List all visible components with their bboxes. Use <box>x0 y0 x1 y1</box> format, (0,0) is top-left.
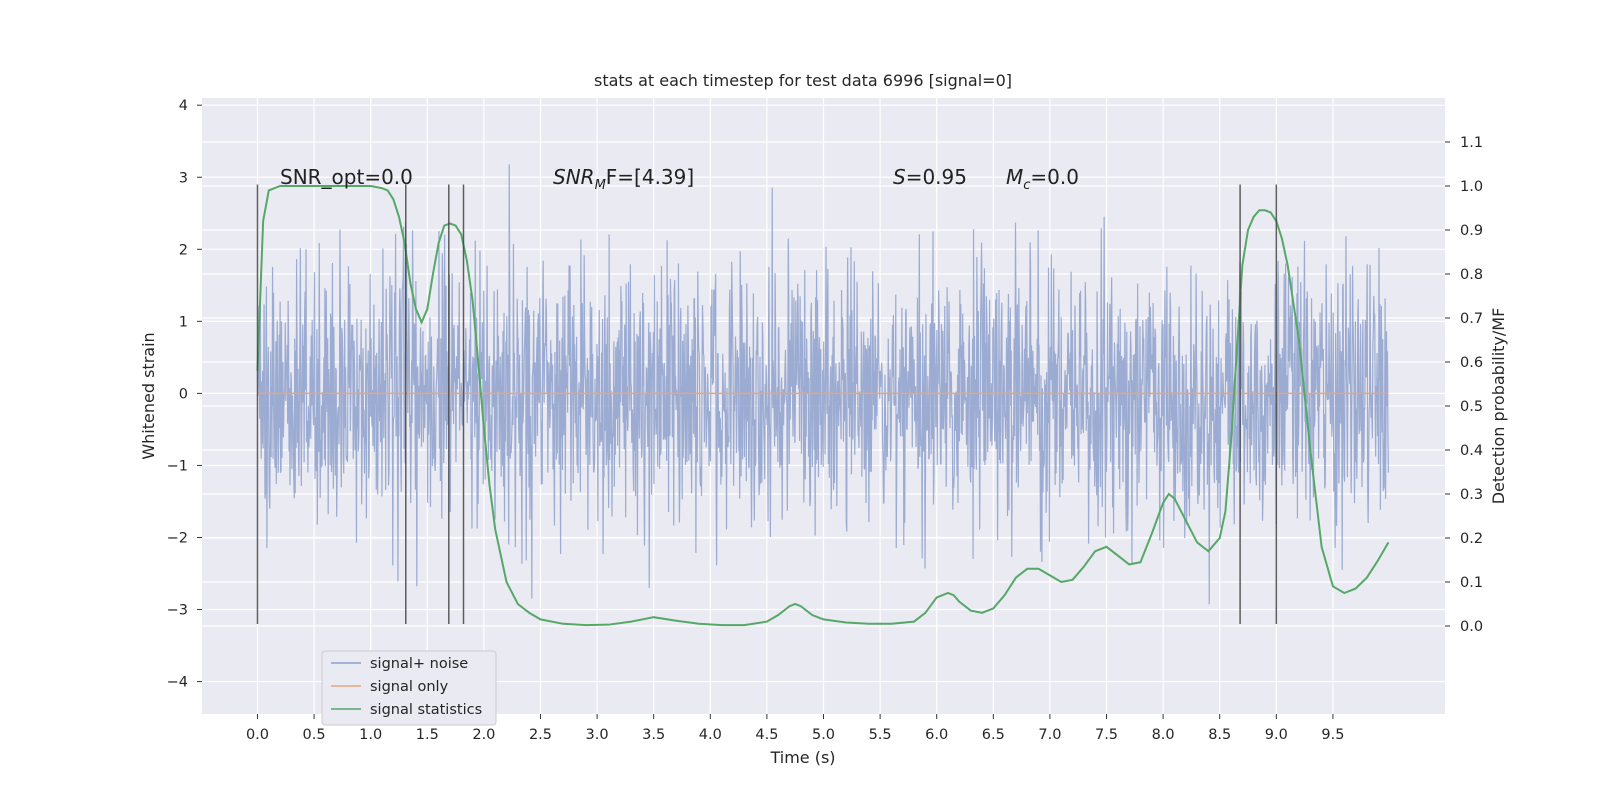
left-y-axis-ticks: 4 3 2 1 0 −1 −2 −3 −4 <box>167 98 202 691</box>
left-y-axis-label: Whitened strain <box>139 332 158 459</box>
y-right-tick-label: 0.7 <box>1460 311 1483 327</box>
y-left-tick-label: 1 <box>179 314 188 330</box>
s-value: =0.95 <box>906 165 967 189</box>
y-right-tick-label: 0.3 <box>1460 487 1483 503</box>
legend-label-signal-only: signal only <box>370 679 449 695</box>
x-tick-label: 9.0 <box>1265 727 1288 743</box>
x-tick-label: 3.0 <box>586 727 609 743</box>
mc-annotation: Mc=0.0 <box>1006 165 1079 193</box>
legend-box <box>321 650 497 726</box>
signal-statistics-line <box>256 185 1390 627</box>
y-right-tick-label: 1.0 <box>1460 179 1483 195</box>
y-right-tick-label: 0.1 <box>1460 575 1483 591</box>
y-right-tick-label: 0.2 <box>1460 531 1483 547</box>
snr-mf-value: F=[4.39] <box>606 165 694 189</box>
x-tick-label: 1.0 <box>359 727 382 743</box>
y-right-tick-label: 0.9 <box>1460 223 1483 239</box>
mc-subscript: c <box>1023 178 1030 193</box>
legend-label-statistics: signal statistics <box>370 702 482 718</box>
x-tick-label: 3.5 <box>642 727 665 743</box>
x-tick-label: 0.5 <box>303 727 326 743</box>
x-tick-label: 0.0 <box>246 727 269 743</box>
x-tick-label: 7.0 <box>1038 727 1061 743</box>
x-tick-label: 4.5 <box>755 727 778 743</box>
right-y-axis-label: Detection probability/MF <box>1489 308 1508 505</box>
x-tick-label: 2.0 <box>472 727 495 743</box>
x-tick-label: 6.0 <box>925 727 948 743</box>
signal-plus-noise-series <box>256 164 1389 605</box>
x-tick-label: 2.5 <box>529 727 552 743</box>
y-left-tick-label: −3 <box>167 603 188 619</box>
legend: signal+ noise signal only signal statist… <box>321 650 497 726</box>
y-left-tick-label: −1 <box>167 458 188 474</box>
x-tick-label: 4.0 <box>699 727 722 743</box>
x-tick-label: 5.0 <box>812 727 835 743</box>
x-tick-label: 7.5 <box>1095 727 1118 743</box>
x-tick-label: 8.5 <box>1208 727 1231 743</box>
y-left-tick-label: 2 <box>179 242 188 258</box>
marker-vertical-lines <box>256 184 1278 624</box>
right-y-axis-ticks: 1.1 1.0 0.9 0.8 0.7 0.6 0.5 0.4 0.3 0.2 0.1 0.0 <box>1445 135 1483 635</box>
y-left-tick-label: 4 <box>179 98 188 114</box>
snr-mf-annotation: SNRMF=[4.39] <box>553 165 694 193</box>
x-axis-ticks: 0.0 0.5 1.0 1.5 2.0 2.5 3.0 3.5 4.0 4.5 5.0 5.5 6.0 6… <box>246 714 1344 743</box>
x-tick-label: 8.0 <box>1152 727 1175 743</box>
y-left-tick-label: −4 <box>167 675 188 691</box>
s-label: S <box>893 165 906 189</box>
x-tick-label: 9.5 <box>1321 727 1344 743</box>
mc-label: M <box>1006 165 1023 189</box>
chart-title: stats at each timestep for test data 699… <box>594 71 1012 90</box>
y-right-tick-label: 0.5 <box>1460 399 1483 415</box>
x-axis-label: Time (s) <box>769 748 835 767</box>
x-tick-label: 1.5 <box>416 727 439 743</box>
snr-opt-annotation: SNR_opt=0.0 <box>280 165 413 189</box>
legend-label-noise: signal+ noise <box>370 656 468 672</box>
y-left-tick-label: 3 <box>179 170 188 186</box>
y-right-tick-label: 0.4 <box>1460 443 1483 459</box>
snr-mf-label: SNR <box>553 165 595 189</box>
y-right-tick-label: 0.0 <box>1460 619 1483 635</box>
signal-plus-noise-line <box>256 164 1389 605</box>
mc-value: =0.0 <box>1030 165 1079 189</box>
x-tick-label: 6.5 <box>982 727 1005 743</box>
signal-statistics-series <box>256 185 1390 627</box>
y-right-tick-label: 1.1 <box>1460 135 1483 151</box>
x-tick-label: 5.5 <box>869 727 892 743</box>
y-left-tick-label: −2 <box>167 530 188 546</box>
s-annotation: S=0.95 <box>893 165 967 189</box>
snr-mf-subscript: M <box>595 178 606 193</box>
y-right-tick-label: 0.8 <box>1460 267 1483 283</box>
y-right-tick-label: 0.6 <box>1460 355 1483 371</box>
y-left-tick-label: 0 <box>179 386 188 402</box>
